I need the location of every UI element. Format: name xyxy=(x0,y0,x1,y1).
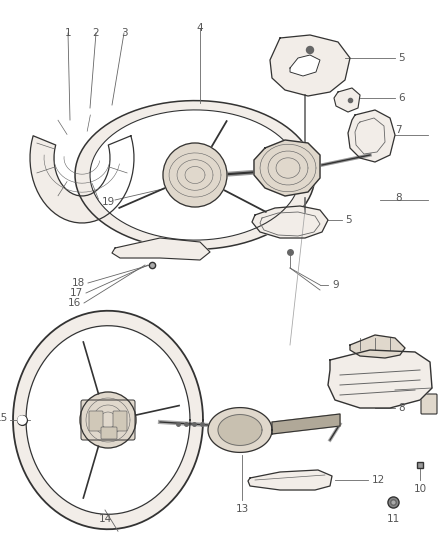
Polygon shape xyxy=(272,414,339,434)
Circle shape xyxy=(18,416,26,424)
Text: 3: 3 xyxy=(120,28,127,38)
Polygon shape xyxy=(347,110,394,162)
Text: 10: 10 xyxy=(413,484,426,494)
Text: 8: 8 xyxy=(397,403,404,413)
Polygon shape xyxy=(333,88,359,112)
Polygon shape xyxy=(13,311,202,529)
Polygon shape xyxy=(251,206,327,238)
Polygon shape xyxy=(254,140,319,196)
Text: 15: 15 xyxy=(0,413,8,423)
Circle shape xyxy=(162,143,226,207)
Text: 7: 7 xyxy=(394,125,401,135)
Text: 16: 16 xyxy=(67,298,81,308)
Text: 11: 11 xyxy=(385,514,399,524)
Text: 18: 18 xyxy=(71,278,85,288)
Text: 2: 2 xyxy=(92,28,99,38)
Text: 17: 17 xyxy=(70,288,83,298)
Polygon shape xyxy=(26,326,190,514)
Polygon shape xyxy=(30,136,134,223)
Polygon shape xyxy=(208,408,272,453)
Text: 1: 1 xyxy=(64,28,71,38)
Text: 9: 9 xyxy=(331,280,338,290)
Circle shape xyxy=(306,46,313,53)
Polygon shape xyxy=(247,470,331,490)
Text: 8: 8 xyxy=(394,193,401,203)
Polygon shape xyxy=(269,35,349,96)
Text: 13: 13 xyxy=(235,504,248,514)
Polygon shape xyxy=(218,415,261,446)
Polygon shape xyxy=(290,55,319,76)
Text: 5: 5 xyxy=(344,215,351,225)
Polygon shape xyxy=(75,101,314,249)
FancyBboxPatch shape xyxy=(113,411,127,431)
Polygon shape xyxy=(90,110,299,240)
FancyBboxPatch shape xyxy=(420,394,436,414)
FancyBboxPatch shape xyxy=(81,400,135,440)
Polygon shape xyxy=(349,335,404,358)
Text: 14: 14 xyxy=(98,514,111,524)
Polygon shape xyxy=(327,350,431,408)
Circle shape xyxy=(80,392,136,448)
FancyBboxPatch shape xyxy=(89,411,103,431)
Text: 6: 6 xyxy=(397,93,404,103)
Text: 12: 12 xyxy=(371,475,385,485)
Text: 19: 19 xyxy=(102,197,115,207)
Text: 5: 5 xyxy=(397,53,404,63)
FancyBboxPatch shape xyxy=(101,427,117,439)
Polygon shape xyxy=(112,238,209,260)
Text: 4: 4 xyxy=(196,23,203,33)
